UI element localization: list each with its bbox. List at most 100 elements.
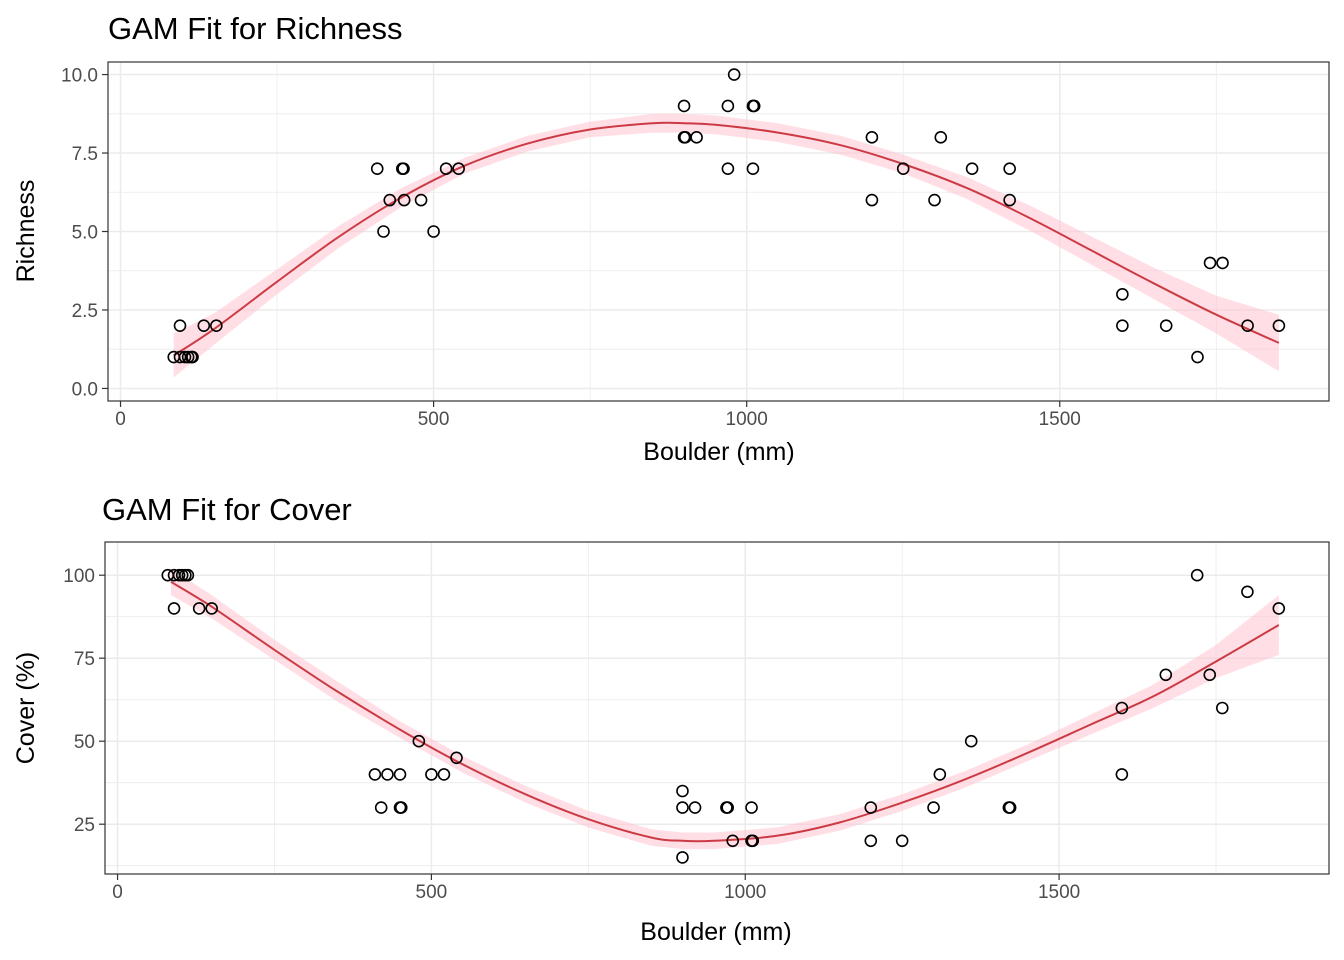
- richness-data-point: [865, 131, 879, 144]
- cover-x-tick-label: 1500: [1038, 882, 1080, 903]
- cover-data-point: [437, 768, 451, 781]
- richness-y-tick-label: 5.0: [72, 223, 98, 244]
- cover-y-tick-label: 50: [74, 732, 95, 753]
- cover-data-point: [374, 801, 388, 814]
- cover-data-point: [450, 751, 463, 765]
- richness-data-point: [727, 68, 741, 81]
- richness-y-tick-label: 0.0: [72, 379, 98, 400]
- richness-y-tick-label: 2.5: [72, 301, 98, 322]
- cover-data-point: [746, 834, 760, 848]
- richness-data-point: [690, 131, 703, 144]
- richness-data-point: [210, 319, 223, 332]
- cover-data-point: [393, 768, 407, 781]
- richness-data-point: [383, 193, 397, 207]
- cover-data-point: [1203, 668, 1217, 682]
- richness-data-point: [1159, 319, 1173, 332]
- richness-panel: GAM Fit for Richness Boulder (mm) Richne…: [12, 11, 1330, 466]
- richness-data-point: [934, 131, 948, 144]
- cover-data-point: [1215, 701, 1229, 715]
- richness-data-point: [377, 225, 390, 238]
- cover-data-point: [1190, 568, 1204, 582]
- richness-y-tick-label: 10.0: [61, 66, 98, 87]
- richness-data-point: [865, 193, 879, 207]
- richness-data-point: [397, 193, 411, 207]
- cover-data-point: [425, 768, 438, 781]
- richness-x-axis-title: Boulder (mm): [643, 438, 794, 466]
- cover-x-tick-label: 1000: [724, 882, 766, 903]
- cover-panel: GAM Fit for Cover Boulder (mm) Cover (%)…: [12, 492, 1330, 946]
- richness-data-point: [747, 99, 761, 113]
- cover-data-point: [1272, 602, 1286, 615]
- richness-data-point: [965, 162, 979, 176]
- richness-data-point: [896, 162, 910, 176]
- richness-data-point: [414, 193, 428, 207]
- richness-data-point: [928, 193, 941, 207]
- richness-data-point: [1241, 319, 1254, 332]
- richness-x-tick-label: 1000: [726, 409, 768, 430]
- cover-data-point: [676, 801, 689, 814]
- richness-data-point: [1003, 162, 1016, 176]
- cover-chart-title: GAM Fit for Cover: [102, 492, 352, 527]
- richness-data-point: [1003, 193, 1016, 207]
- cover-data-point: [745, 801, 758, 814]
- cover-data-point: [895, 834, 909, 848]
- richness-data-point: [1203, 256, 1217, 270]
- richness-x-tick-label: 0: [115, 409, 126, 430]
- cover-data-point: [1115, 701, 1129, 715]
- richness-data-point: [181, 350, 195, 364]
- cover-data-point: [964, 734, 978, 748]
- cover-data-point: [192, 602, 206, 615]
- richness-data-point: [178, 350, 192, 364]
- cover-x-axis-title: Boulder (mm): [640, 918, 791, 946]
- richness-data-point: [370, 162, 384, 176]
- cover-data-point: [1115, 768, 1129, 781]
- richness-y-axis-title: Richness: [12, 180, 40, 283]
- cover-data-point: [368, 768, 382, 781]
- richness-data-point: [397, 162, 410, 176]
- cover-data-point: [394, 801, 408, 814]
- richness-y-tick-label: 7.5: [72, 144, 98, 165]
- cover-data-point: [864, 834, 878, 848]
- cover-data-point: [412, 734, 426, 748]
- richness-data-point: [1191, 350, 1204, 364]
- cover-gam-fit-line: [170, 580, 1280, 843]
- cover-data-point: [167, 602, 181, 615]
- cover-panel-border: [104, 541, 1330, 875]
- cover-data-point: [927, 801, 940, 814]
- richness-data-point: [677, 99, 691, 113]
- richness-data-point: [452, 162, 465, 176]
- cover-data-point: [381, 768, 394, 781]
- richness-confidence-band: [173, 113, 1279, 378]
- richness-x-tick-label: 1500: [1039, 409, 1081, 430]
- cover-y-tick-label: 75: [74, 649, 95, 670]
- cover-x-tick-label: 500: [416, 882, 448, 903]
- richness-data-point: [721, 99, 735, 113]
- cover-y-tick-label: 100: [63, 566, 95, 587]
- cover-y-axis-title: Cover (%): [12, 652, 40, 765]
- cover-data-point: [721, 801, 734, 814]
- richness-data-point: [1116, 287, 1129, 301]
- cover-data-point: [688, 801, 702, 814]
- cover-data-point: [172, 568, 186, 582]
- richness-data-point: [1272, 319, 1286, 332]
- cover-data-point: [1003, 801, 1017, 814]
- cover-y-tick-label: 25: [74, 815, 95, 836]
- richness-data-point: [721, 162, 735, 176]
- richness-gam-fit-line: [173, 121, 1280, 357]
- cover-data-point: [1241, 585, 1254, 599]
- richness-chart-title: GAM Fit for Richness: [108, 11, 403, 46]
- richness-plot-area: 0 500 1000 1500 0.0 2.5 5.0 7.5 10.0: [61, 61, 1330, 430]
- richness-data-point: [427, 225, 440, 238]
- cover-x-tick-label: 0: [112, 882, 123, 903]
- richness-x-tick-label: 500: [418, 409, 450, 430]
- richness-data-point: [186, 350, 199, 364]
- cover-data-point: [676, 784, 689, 798]
- richness-data-point: [746, 162, 760, 176]
- cover-data-point: [1159, 668, 1173, 682]
- cover-data-point: [676, 851, 689, 864]
- cover-data-point: [864, 801, 878, 814]
- cover-plot-area: 0 500 1000 1500 25 50 75 100: [63, 541, 1330, 903]
- richness-data-point: [173, 319, 187, 332]
- cover-data-point: [175, 568, 189, 582]
